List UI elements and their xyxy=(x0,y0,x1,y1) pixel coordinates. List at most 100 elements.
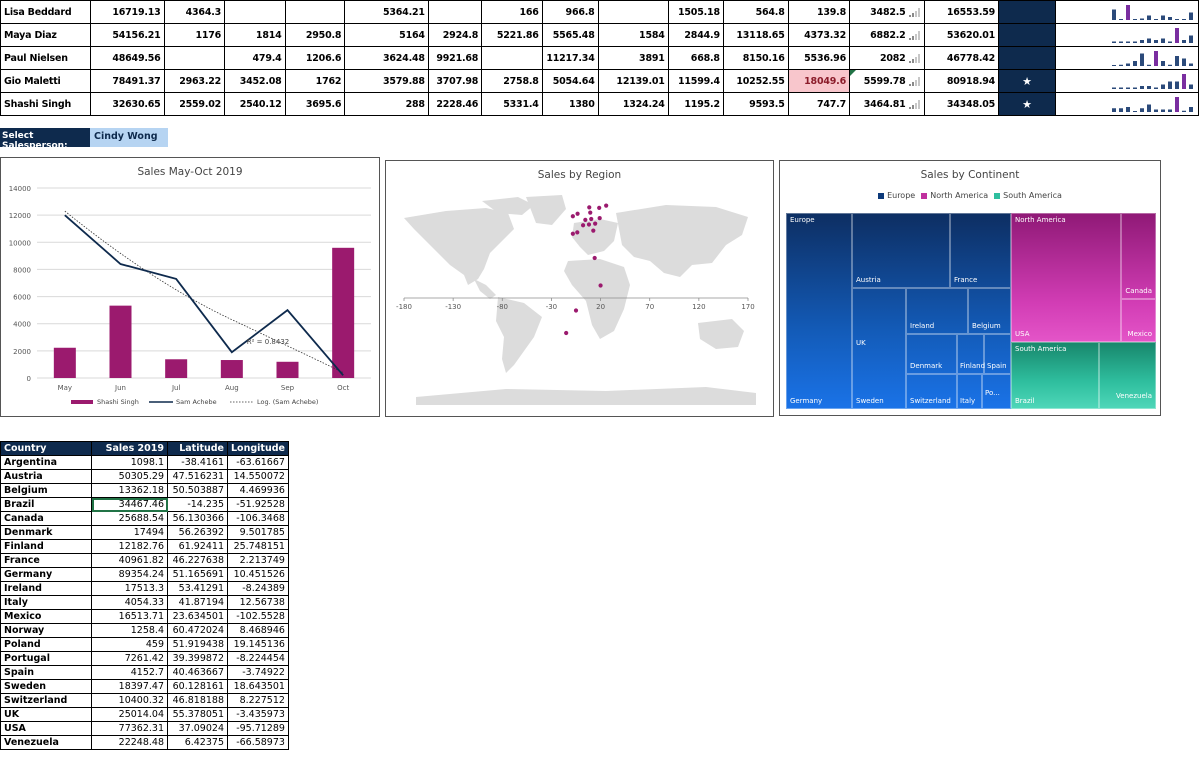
treemap-canada[interactable]: Canada xyxy=(1121,213,1156,299)
treemap-germany[interactable]: Europe Germany xyxy=(786,213,852,409)
table-cell[interactable]: Norway xyxy=(0,623,92,638)
table-cell[interactable]: 80918.94 xyxy=(923,69,1000,93)
table-cell[interactable]: 37.09024 xyxy=(167,721,228,736)
table-cell[interactable]: 16553.59 xyxy=(923,0,1000,24)
table-cell[interactable]: -63.61667 xyxy=(227,455,289,470)
table-cell[interactable]: Poland xyxy=(0,637,92,652)
table-cell[interactable]: 55.378051 xyxy=(167,707,228,722)
table-cell[interactable]: Venezuela xyxy=(0,735,92,750)
table-cell[interactable]: ★ xyxy=(998,69,1056,93)
table-cell[interactable]: 34348.05 xyxy=(923,92,1000,116)
table-cell[interactable]: Canada xyxy=(0,511,92,526)
table-cell[interactable]: 61.92411 xyxy=(167,539,228,554)
table-cell[interactable]: 4.469936 xyxy=(227,483,289,498)
table-cell[interactable]: 1098.1 xyxy=(91,455,168,470)
treemap-north-america[interactable]: North America USA Canada Mexico xyxy=(1011,213,1156,342)
table-cell[interactable]: 10.451526 xyxy=(227,567,289,582)
treemap-denmark[interactable]: Denmark xyxy=(906,334,957,374)
table-cell[interactable]: 50305.29 xyxy=(91,469,168,484)
table-cell[interactable]: 25014.04 xyxy=(91,707,168,722)
table-cell[interactable]: Portugal xyxy=(0,651,92,666)
table-cell[interactable]: 2.213749 xyxy=(227,553,289,568)
table-cell[interactable]: 5565.48 xyxy=(541,23,599,47)
table-cell[interactable]: 12.56738 xyxy=(227,595,289,610)
table-cell[interactable]: 40.463667 xyxy=(167,665,228,680)
table-cell[interactable]: 41.87194 xyxy=(167,595,228,610)
treemap-ireland[interactable]: Ireland xyxy=(906,288,968,334)
table-cell[interactable]: USA xyxy=(0,721,92,736)
table-cell[interactable]: 2758.8 xyxy=(481,69,543,93)
table-cell[interactable]: 5536.96 xyxy=(787,46,851,70)
table-cell[interactable]: ★ xyxy=(998,92,1056,116)
table-cell[interactable] xyxy=(1054,0,1199,24)
table-cell[interactable]: 5364.21 xyxy=(344,0,429,24)
table-cell[interactable]: -95.71289 xyxy=(227,721,289,736)
table-cell[interactable]: 60.128161 xyxy=(167,679,228,694)
table-cell[interactable] xyxy=(998,0,1056,24)
treemap-belgium[interactable]: Belgium xyxy=(968,288,1011,334)
table-cell[interactable]: Germany xyxy=(0,567,92,582)
table-cell[interactable]: 53.41291 xyxy=(167,581,228,596)
table-cell[interactable]: 11217.34 xyxy=(541,46,599,70)
table-cell[interactable]: 23.634501 xyxy=(167,609,228,624)
table-cell[interactable] xyxy=(427,0,483,24)
table-cell[interactable]: 4054.33 xyxy=(91,595,168,610)
table-cell[interactable] xyxy=(1054,46,1199,70)
table-cell[interactable]: Brazil xyxy=(0,497,92,512)
table-cell[interactable]: -102.5528 xyxy=(227,609,289,624)
table-cell[interactable]: 9921.68 xyxy=(427,46,483,70)
table-cell[interactable]: 17494 xyxy=(91,525,168,540)
table-cell[interactable]: 5054.64 xyxy=(541,69,599,93)
table-cell[interactable]: France xyxy=(0,553,92,568)
table-cell[interactable]: -106.3468 xyxy=(227,511,289,526)
table-cell[interactable]: -3.74922 xyxy=(227,665,289,680)
table-cell[interactable]: 19.145136 xyxy=(227,637,289,652)
treemap-france[interactable]: France xyxy=(950,213,1011,288)
table-cell[interactable]: 1206.6 xyxy=(284,46,346,70)
table-cell[interactable]: 2963.22 xyxy=(163,69,226,93)
table-cell[interactable]: 14.550072 xyxy=(227,469,289,484)
table-cell[interactable]: 40961.82 xyxy=(91,553,168,568)
table-cell[interactable]: 7261.42 xyxy=(91,651,168,666)
sales-by-region-chart[interactable]: Sales by Region -180 -130 -80 -30 20 70 120 170 xyxy=(385,160,774,417)
treemap-portugal[interactable]: Po... xyxy=(982,374,1011,409)
table-cell[interactable]: Gio Maletti xyxy=(0,69,91,93)
table-cell[interactable]: 56.130366 xyxy=(167,511,228,526)
table-cell[interactable]: -14.235 xyxy=(167,497,228,512)
column-header[interactable]: Country xyxy=(0,441,92,456)
table-cell[interactable]: Switzerland xyxy=(0,693,92,708)
table-cell[interactable]: 47.516231 xyxy=(167,469,228,484)
table-cell[interactable]: 4373.32 xyxy=(787,23,851,47)
table-cell[interactable]: 12182.76 xyxy=(91,539,168,554)
table-cell[interactable]: 4364.3 xyxy=(163,0,226,24)
table-cell[interactable]: 3452.08 xyxy=(224,69,286,93)
table-cell[interactable]: -8.24389 xyxy=(227,581,289,596)
table-cell[interactable]: 1324.24 xyxy=(597,92,669,116)
table-cell[interactable]: 1176 xyxy=(163,23,226,47)
table-cell[interactable]: 53620.01 xyxy=(923,23,1000,47)
table-cell[interactable]: 46778.42 xyxy=(923,46,1000,70)
table-cell[interactable]: 747.7 xyxy=(787,92,851,116)
table-cell[interactable]: 966.8 xyxy=(541,0,599,24)
table-cell[interactable]: 5599.78 xyxy=(849,69,925,93)
table-cell[interactable]: UK xyxy=(0,707,92,722)
table-cell[interactable]: 1505.18 xyxy=(667,0,724,24)
table-cell[interactable]: 78491.37 xyxy=(89,69,165,93)
table-cell[interactable]: Maya Diaz xyxy=(0,23,91,47)
table-cell[interactable] xyxy=(284,0,346,24)
table-cell[interactable]: 10252.55 xyxy=(722,69,789,93)
table-cell[interactable]: 12139.01 xyxy=(597,69,669,93)
table-cell[interactable]: 459 xyxy=(91,637,168,652)
treemap-venezuela[interactable]: Venezuela xyxy=(1099,342,1156,409)
table-cell[interactable]: 18.643501 xyxy=(227,679,289,694)
table-cell[interactable]: Sweden xyxy=(0,679,92,694)
table-cell[interactable]: 4152.7 xyxy=(91,665,168,680)
table-cell[interactable]: 8150.16 xyxy=(722,46,789,70)
table-cell[interactable]: Spain xyxy=(0,665,92,680)
table-cell[interactable]: 89354.24 xyxy=(91,567,168,582)
treemap-south-america[interactable]: South America Brazil Venezuela xyxy=(1011,342,1156,409)
table-cell[interactable]: 60.472024 xyxy=(167,623,228,638)
table-cell[interactable]: 8.227512 xyxy=(227,693,289,708)
table-cell[interactable]: 5164 xyxy=(344,23,429,47)
table-cell[interactable]: 56.26392 xyxy=(167,525,228,540)
